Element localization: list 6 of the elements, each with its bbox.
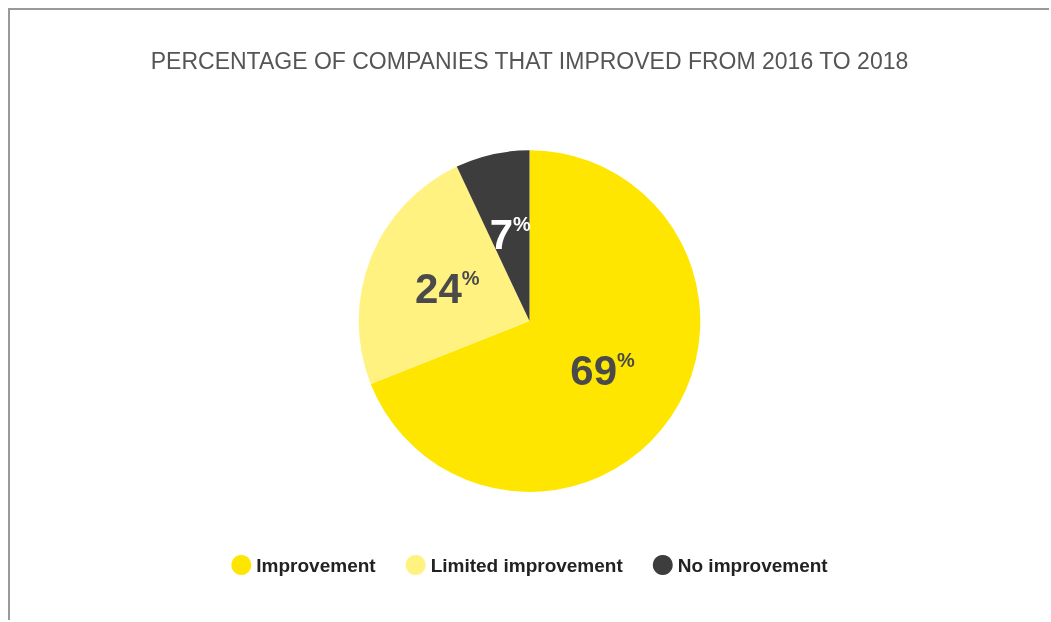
legend-label: No improvement	[677, 554, 829, 576]
chart-title: PERCENTAGE OF COMPANIES THAT IMPROVED FROM 2016 TO 2018	[150, 47, 909, 74]
data-label: 69%	[570, 347, 636, 395]
data-label: 24%	[415, 265, 480, 313]
legend-label: Improvement	[256, 554, 377, 576]
legend-label: Limited improvement	[430, 554, 624, 576]
